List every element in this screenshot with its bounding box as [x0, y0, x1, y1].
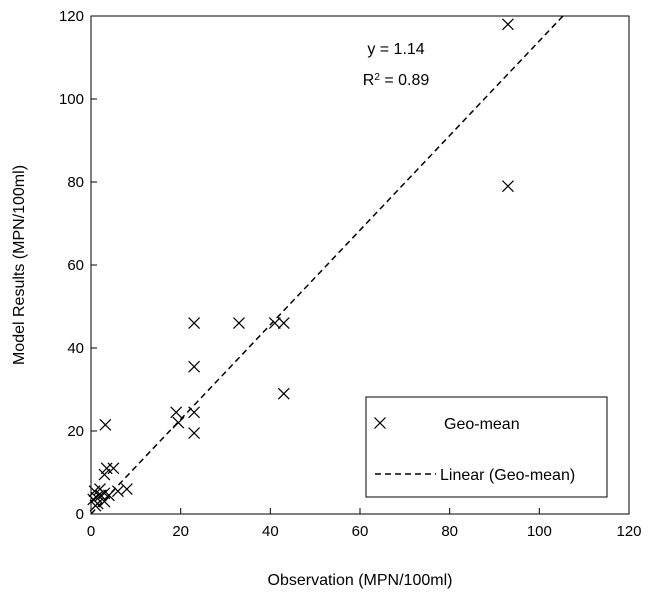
- data-point: [98, 495, 111, 508]
- data-point: [268, 317, 281, 330]
- legend-box: [365, 396, 608, 498]
- x-tick-label: 60: [352, 523, 369, 540]
- trendline: [90, 15, 564, 515]
- x-tick-label: 100: [527, 523, 552, 540]
- data-point: [188, 427, 201, 439]
- plot-area-frame: [90, 15, 630, 515]
- x-tick-label: 80: [441, 523, 458, 540]
- data-point: [188, 360, 201, 373]
- y-tick-label: 40: [67, 340, 84, 357]
- trendline-layer: [90, 15, 564, 515]
- y-tick-label: 60: [67, 257, 84, 274]
- legend-marker-x-icon: [374, 417, 386, 429]
- r-squared-exponent: 2: [374, 72, 380, 83]
- x-tick-label: 0: [87, 523, 95, 540]
- data-point: [502, 180, 514, 193]
- data-point: [172, 416, 185, 429]
- x-tick-label: 120: [616, 523, 641, 540]
- data-point: [277, 387, 290, 400]
- data-point: [103, 489, 115, 502]
- r-squared-prefix: R: [363, 72, 375, 89]
- data-point: [277, 317, 290, 330]
- r-squared-value: = 0.89: [380, 72, 429, 89]
- legend-label-geo-mean: Geo-mean: [444, 416, 520, 433]
- data-point: [98, 468, 111, 481]
- data-point: [188, 406, 201, 419]
- data-point: [91, 497, 104, 510]
- x-tick-label: 40: [262, 523, 279, 540]
- y-tick-label: 120: [59, 8, 84, 25]
- legend-label-linear: Linear (Geo-mean): [440, 467, 575, 484]
- data-point: [111, 485, 124, 498]
- data-point: [120, 483, 133, 496]
- x-axis-title: Observation (MPN/100ml): [268, 572, 453, 589]
- y-tick-label: 80: [67, 174, 84, 191]
- y-axis-title: Model Results (MPN/100ml): [11, 165, 28, 365]
- regression-annotation: y = 1.14 R2 = 0.89: [363, 41, 430, 89]
- r-squared-label: R2 = 0.89: [363, 72, 430, 90]
- y-tick-label: 0: [76, 506, 84, 523]
- y-tick-label: 100: [59, 91, 84, 108]
- regression-equation: y = 1.14: [367, 41, 424, 58]
- axis-ticks: 0 20 40 60 80 100 120 0 20 40 60 80 100 120: [59, 8, 642, 540]
- data-point: [107, 462, 120, 475]
- data-point: [170, 406, 183, 419]
- data-point: [233, 317, 245, 330]
- y-tick-label: 20: [67, 423, 84, 440]
- legend: Geo-mean Linear (Geo-mean): [365, 396, 608, 498]
- data-point: [502, 18, 514, 31]
- data-point: [99, 418, 112, 431]
- x-tick-label: 20: [172, 523, 189, 540]
- data-point: [188, 317, 201, 330]
